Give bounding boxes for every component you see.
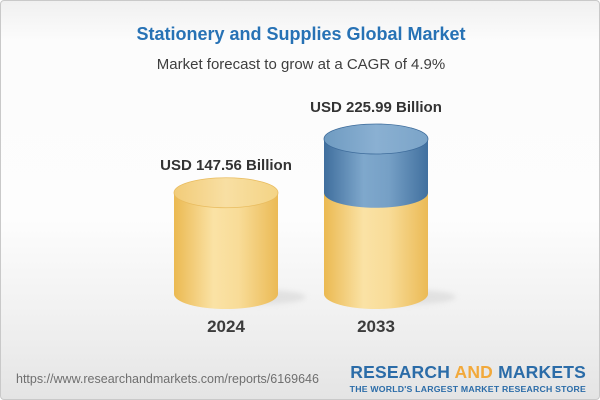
chart-title: Stationery and Supplies Global Market (136, 24, 466, 44)
research-and-markets-logo[interactable]: RESEARCH AND MARKETS THE WORLD'S LARGEST… (349, 362, 586, 394)
category-label-2024: 2024 (207, 317, 245, 336)
logo-wordmark: RESEARCH AND MARKETS (350, 362, 586, 382)
logo-word-markets: MARKETS (498, 362, 586, 382)
logo-word-and: AND (454, 362, 493, 382)
cylinder-2033-base-segment (324, 177, 428, 309)
cylinder-2024-top (173, 177, 279, 209)
category-label-2033: 2033 (357, 317, 395, 336)
cylinder-2024-body (174, 177, 278, 309)
value-label-2024: USD 147.56 Billion (160, 157, 292, 174)
cylinder-2033-top (323, 123, 429, 155)
logo-tagline: THE WORLD'S LARGEST MARKET RESEARCH STOR… (349, 383, 586, 394)
report-url[interactable]: https://www.researchandmarkets.com/repor… (16, 372, 319, 386)
chart-subtitle: Market forecast to grow at a CAGR of 4.9… (156, 56, 446, 73)
value-label-2033: USD 225.99 Billion (310, 99, 442, 116)
logo-word-research: RESEARCH (350, 362, 451, 382)
